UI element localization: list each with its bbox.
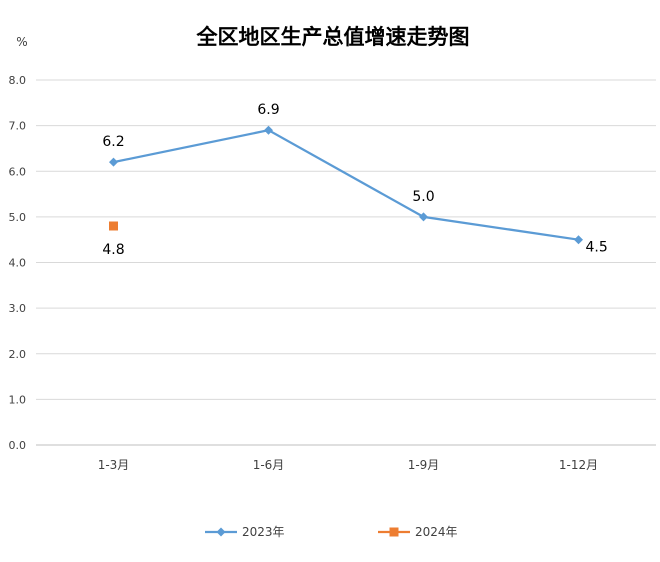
data-labels: 6.2 6.9 5.0 4.5 4.8 — [102, 102, 607, 258]
data-point — [264, 125, 273, 135]
data-label: 6.9 — [257, 102, 279, 118]
legend-marker — [216, 527, 226, 537]
y-unit-label: % — [16, 35, 27, 49]
data-label: 4.8 — [102, 242, 124, 258]
x-axis-ticks: 1-3月 1-6月 1-9月 1-12月 — [98, 458, 598, 472]
x-tick-label: 1-9月 — [408, 458, 440, 472]
y-tick-label: 0.0 — [9, 439, 27, 452]
data-label: 4.5 — [586, 240, 608, 256]
chart-title: 全区地区生产总值增速走势图 — [196, 25, 470, 49]
legend-label: 2024年 — [415, 525, 458, 539]
x-tick-label: 1-6月 — [253, 458, 285, 472]
x-tick-label: 1-12月 — [559, 458, 598, 472]
x-tick-label: 1-3月 — [98, 458, 130, 472]
y-axis-ticks: 0.0 1.0 2.0 3.0 4.0 5.0 6.0 7.0 8.0 — [9, 74, 27, 452]
y-tick-label: 5.0 — [9, 211, 27, 224]
data-label: 6.2 — [102, 134, 124, 150]
y-tick-label: 2.0 — [9, 348, 27, 361]
legend-marker — [389, 527, 399, 537]
data-point — [574, 235, 583, 245]
legend-label: 2023年 — [242, 525, 285, 539]
data-point — [109, 157, 118, 167]
series-line — [113, 129, 579, 241]
series-layer — [109, 125, 583, 245]
data-label: 5.0 — [412, 189, 434, 205]
gridlines — [36, 79, 656, 446]
y-tick-label: 7.0 — [9, 120, 27, 133]
y-tick-label: 8.0 — [9, 74, 27, 87]
y-tick-label: 6.0 — [9, 165, 27, 178]
y-tick-label: 4.0 — [9, 257, 27, 270]
data-point — [109, 221, 118, 231]
legend: 2023年 2024年 — [205, 525, 458, 539]
y-tick-label: 1.0 — [9, 393, 27, 406]
data-point — [419, 212, 428, 222]
y-tick-label: 3.0 — [9, 302, 27, 315]
